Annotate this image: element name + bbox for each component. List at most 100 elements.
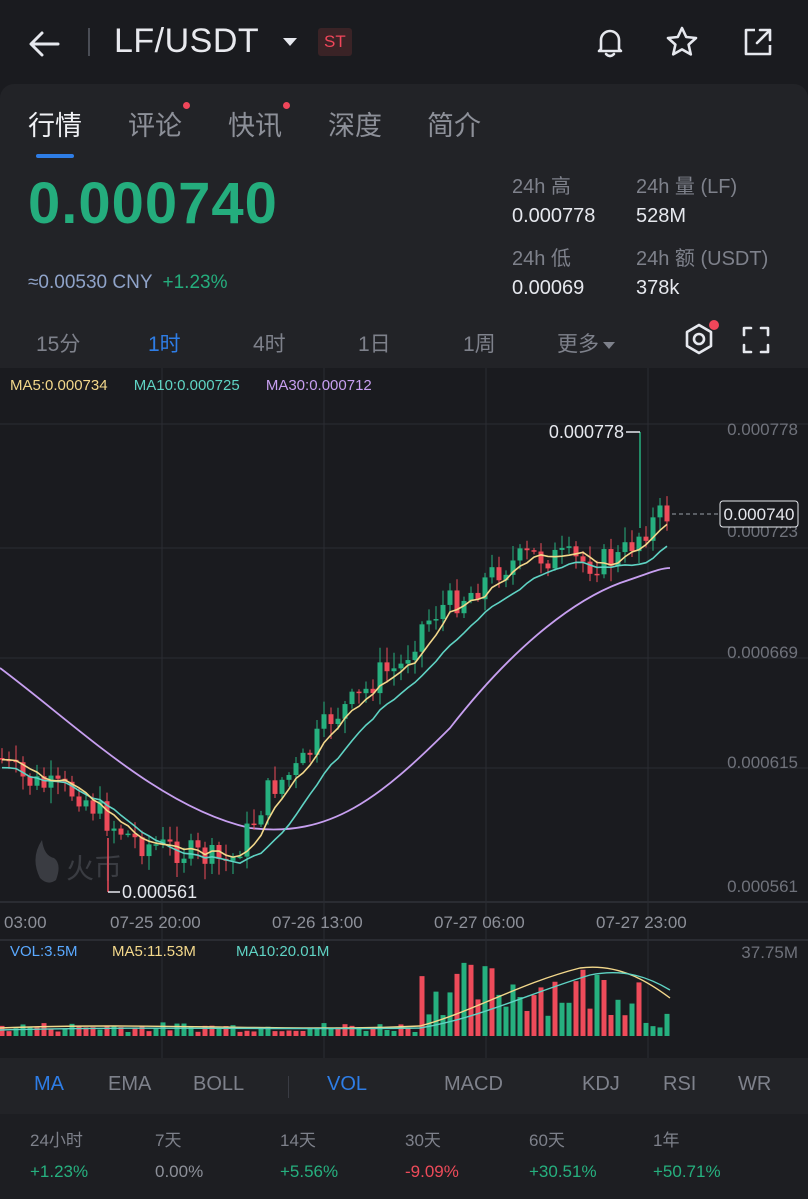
volume-bar (517, 997, 523, 1036)
candle-body (559, 547, 565, 550)
ma5-line (1, 523, 668, 858)
ma10-line (1, 545, 668, 864)
x-axis-label: 07-25 20:00 (110, 913, 201, 932)
timeframe-1h[interactable]: 1时 (148, 333, 181, 356)
candle-body (524, 548, 530, 551)
candle-body (573, 546, 579, 557)
volume-bar (587, 1008, 593, 1036)
timeframe-1w[interactable]: 1周 (463, 333, 496, 356)
share-icon[interactable] (737, 22, 777, 62)
candle-body (230, 856, 236, 861)
candle-body (307, 752, 313, 755)
perf-14d: 14天 +5.56% (280, 1131, 339, 1181)
perf-7d: 7天 0.00% (155, 1131, 204, 1181)
vol-ma10-path (0, 972, 671, 1031)
candle-body (342, 704, 348, 719)
stat-24h-volume: 24h 量 (LF) 528M (636, 176, 738, 227)
candle-body (41, 776, 47, 788)
candle-body (412, 651, 418, 661)
candle-body (188, 840, 194, 859)
candle-body (370, 688, 376, 694)
candle-body (55, 775, 61, 779)
active-tab-indicator (36, 154, 74, 158)
fullscreen-icon[interactable] (740, 324, 772, 356)
chart-settings-icon[interactable] (682, 322, 716, 356)
star-icon[interactable] (662, 22, 702, 62)
candle-body (363, 688, 369, 694)
volume-bar (118, 1027, 124, 1036)
chart-labels: 0.0007780.0007230.0006690.0006150.000561… (4, 420, 799, 962)
candle-body (174, 841, 180, 863)
indicator-ma[interactable]: MA (34, 1073, 64, 1095)
tab-intro[interactable]: 简介 (427, 111, 481, 141)
section-tabs: 行情 评论 快讯 深度 简介 (0, 100, 808, 160)
candle-body (202, 847, 208, 864)
candle-body (398, 663, 404, 669)
volume-bar (440, 1015, 446, 1036)
candle-body (391, 668, 397, 672)
ma30-line (0, 567, 671, 831)
candle-body (335, 718, 341, 725)
indicator-ema[interactable]: EMA (108, 1073, 152, 1095)
perf-30d: 30天 -9.09% (405, 1131, 459, 1181)
indicator-rsi[interactable]: RSI (663, 1073, 697, 1095)
volume-bar (531, 995, 537, 1036)
candle-body (566, 546, 572, 548)
indicator-wr[interactable]: WR (738, 1073, 772, 1095)
volume-bar (174, 1023, 180, 1036)
tab-market[interactable]: 行情 (28, 111, 82, 141)
back-arrow-icon[interactable] (24, 24, 64, 64)
timeframe-more[interactable]: 更多 (557, 328, 615, 358)
volume-bar (244, 1030, 250, 1036)
bell-icon[interactable] (590, 22, 630, 62)
volume-bar (48, 1029, 54, 1036)
volume-bar (181, 1023, 187, 1036)
indicator-boll[interactable]: BOLL (193, 1073, 245, 1095)
indicator-macd[interactable]: MACD (444, 1073, 503, 1095)
kline-chart[interactable]: 火币 0.000778 0.000723 0.000669 0.000615 0.000… (0, 368, 808, 1058)
volume-bar (594, 974, 600, 1036)
volume-bar (398, 1024, 404, 1036)
tab-comments[interactable]: 评论 (128, 102, 190, 143)
volume-bar (461, 962, 467, 1036)
candle-body (475, 592, 481, 600)
tab-depth[interactable]: 深度 (328, 111, 382, 141)
price-change: +1.23% (162, 272, 228, 293)
candle-body (321, 714, 327, 729)
stat-24h-high: 24h 高 0.000778 (512, 176, 596, 227)
tab-news[interactable]: 快讯 (228, 102, 290, 143)
volume-bar (405, 1028, 411, 1036)
candle-body (83, 800, 89, 807)
volume-bar (524, 1010, 530, 1036)
perf-60d: 60天 +30.51% (529, 1131, 597, 1181)
candle-body (76, 796, 82, 807)
volume-bar (272, 1031, 278, 1036)
volume-bar (293, 1030, 299, 1036)
timeframe-15m[interactable]: 15分 (36, 333, 81, 356)
caret-down-icon[interactable] (280, 34, 300, 50)
volume-bar (335, 1027, 341, 1036)
volume-bar (566, 1002, 572, 1036)
volume-bar (538, 987, 544, 1036)
candle-body (90, 800, 96, 814)
candle-body (545, 563, 551, 569)
perf-24h: 24小时 +1.23% (30, 1131, 89, 1181)
candle-body (125, 833, 131, 836)
x-axis-label: 03:00 (4, 913, 47, 932)
ma5-path (1, 523, 668, 858)
indicator-selector: MA EMA BOLL VOL MACD KDJ RSI WR (0, 1060, 808, 1110)
candle-body (650, 517, 656, 541)
timeframe-4h[interactable]: 4时 (253, 333, 286, 356)
volume-bar (601, 980, 607, 1036)
volume-bar (489, 968, 495, 1036)
pair-title[interactable]: LF/USDT (114, 22, 260, 60)
volume-bar (153, 1027, 159, 1036)
volume-bar (545, 1015, 551, 1036)
timeframe-1d[interactable]: 1日 (358, 333, 391, 356)
volume-bar (328, 1028, 334, 1036)
indicator-kdj[interactable]: KDJ (582, 1073, 620, 1095)
candle-body (279, 779, 285, 794)
candle-body (160, 839, 166, 845)
indicator-vol[interactable]: VOL (327, 1073, 368, 1095)
candle-body (139, 837, 145, 857)
